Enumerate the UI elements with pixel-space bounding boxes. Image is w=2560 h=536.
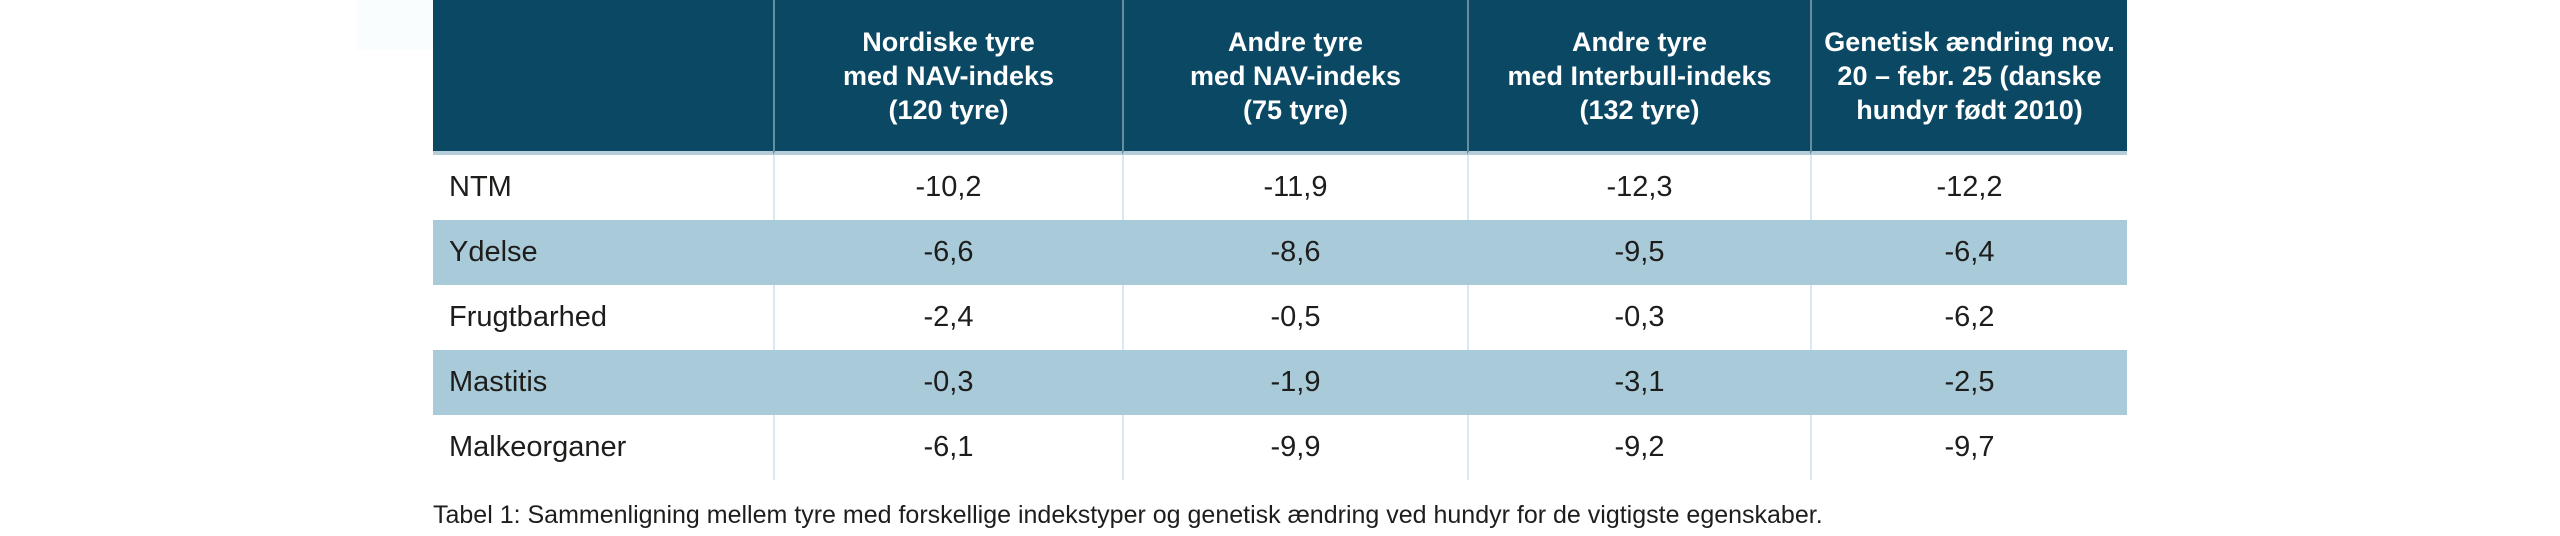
value-cell: -8,6 bbox=[1122, 220, 1467, 285]
background-highlight bbox=[356, 0, 433, 50]
table-caption: Tabel 1: Sammenligning mellem tyre med f… bbox=[433, 501, 1823, 529]
row-label: Malkeorganer bbox=[433, 415, 773, 480]
value-cell: -9,5 bbox=[1467, 220, 1810, 285]
value-cell: -1,9 bbox=[1122, 350, 1467, 415]
table-row-ydelse: Ydelse -6,6 -8,6 -9,5 -6,4 bbox=[433, 220, 2127, 285]
value-cell: -6,1 bbox=[773, 415, 1122, 480]
value-cell: -6,2 bbox=[1810, 285, 2127, 350]
row-label: Ydelse bbox=[433, 220, 773, 285]
column-header-andre-tyre-interbull: Andre tyre med Interbull-indeks (132 tyr… bbox=[1467, 0, 1810, 155]
value-cell: -6,6 bbox=[773, 220, 1122, 285]
value-cell: -0,3 bbox=[1467, 285, 1810, 350]
value-cell: -9,9 bbox=[1122, 415, 1467, 480]
value-cell: -0,3 bbox=[773, 350, 1122, 415]
table-row-malkeorganer: Malkeorganer -6,1 -9,9 -9,2 -9,7 bbox=[433, 415, 2127, 480]
table-row-ntm: NTM -10,2 -11,9 -12,3 -12,2 bbox=[433, 155, 2127, 220]
value-cell: -12,3 bbox=[1467, 155, 1810, 220]
comparison-table-block: Nordiske tyre med NAV-indeks (120 tyre) … bbox=[433, 0, 2127, 530]
value-cell: -2,5 bbox=[1810, 350, 2127, 415]
column-header-andre-tyre-nav: Andre tyre med NAV-indeks (75 tyre) bbox=[1122, 0, 1467, 155]
value-cell: -3,1 bbox=[1467, 350, 1810, 415]
value-cell: -6,4 bbox=[1810, 220, 2127, 285]
header-row: Nordiske tyre med NAV-indeks (120 tyre) … bbox=[433, 0, 2127, 155]
row-label: Mastitis bbox=[433, 350, 773, 415]
value-cell: -2,4 bbox=[773, 285, 1122, 350]
column-header-nordiske-tyre-nav: Nordiske tyre med NAV-indeks (120 tyre) bbox=[773, 0, 1122, 155]
comparison-table: Nordiske tyre med NAV-indeks (120 tyre) … bbox=[433, 0, 2127, 480]
value-cell: -0,5 bbox=[1122, 285, 1467, 350]
table-row-frugtbarhed: Frugtbarhed -2,4 -0,5 -0,3 -6,2 bbox=[433, 285, 2127, 350]
row-label: NTM bbox=[433, 155, 773, 220]
value-cell: -12,2 bbox=[1810, 155, 2127, 220]
value-cell: -10,2 bbox=[773, 155, 1122, 220]
value-cell: -9,7 bbox=[1810, 415, 2127, 480]
table-body: NTM -10,2 -11,9 -12,3 -12,2 Ydelse -6,6 … bbox=[433, 155, 2127, 480]
column-header-genetisk-aendring: Genetisk ændring nov. 20 – febr. 25 (dan… bbox=[1810, 0, 2127, 155]
table-row-mastitis: Mastitis -0,3 -1,9 -3,1 -2,5 bbox=[433, 350, 2127, 415]
value-cell: -9,2 bbox=[1467, 415, 1810, 480]
column-header-empty bbox=[433, 0, 773, 155]
table-header: Nordiske tyre med NAV-indeks (120 tyre) … bbox=[433, 0, 2127, 155]
row-label: Frugtbarhed bbox=[433, 285, 773, 350]
value-cell: -11,9 bbox=[1122, 155, 1467, 220]
